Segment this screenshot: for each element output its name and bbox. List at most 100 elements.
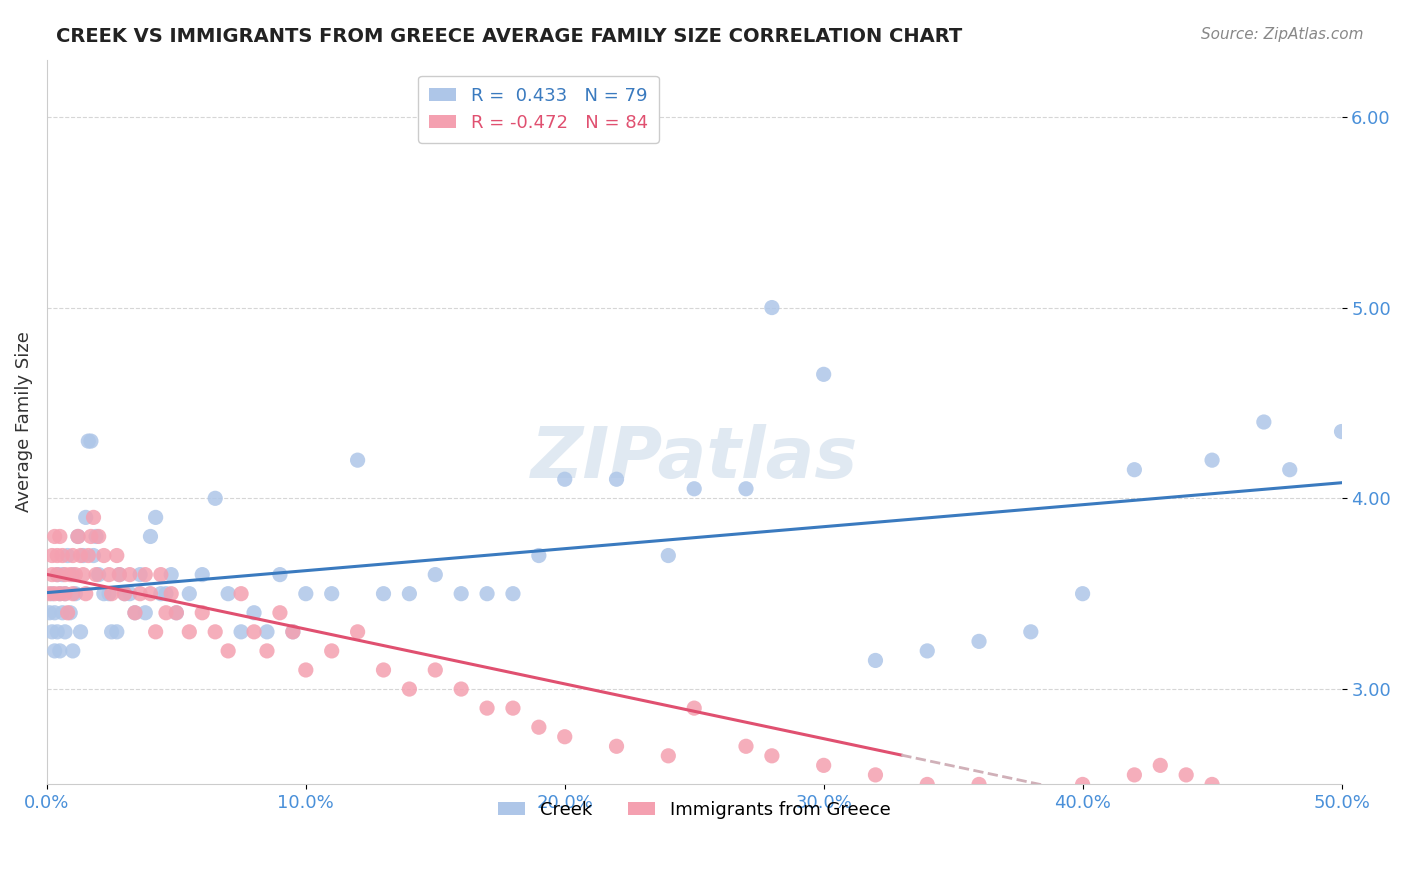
- Point: [683, 701, 706, 715]
- Point: [49, 529, 72, 543]
- Point: [66, 529, 89, 543]
- Point: [41, 624, 63, 639]
- Point: [93, 549, 115, 563]
- Point: [256, 624, 278, 639]
- Point: [51, 606, 73, 620]
- Point: [450, 681, 472, 696]
- Point: [1226, 787, 1249, 801]
- Point: [735, 482, 758, 496]
- Point: [346, 453, 368, 467]
- Point: [165, 606, 187, 620]
- Point: [554, 472, 576, 486]
- Point: [450, 587, 472, 601]
- Point: [84, 529, 107, 543]
- Point: [269, 567, 291, 582]
- Point: [1149, 758, 1171, 772]
- Point: [145, 624, 167, 639]
- Point: [108, 567, 131, 582]
- Point: [295, 587, 318, 601]
- Point: [53, 567, 76, 582]
- Point: [44, 587, 66, 601]
- Point: [1071, 777, 1094, 791]
- Point: [605, 472, 627, 486]
- Point: [134, 567, 156, 582]
- Point: [62, 644, 84, 658]
- Point: [62, 587, 84, 601]
- Point: [865, 653, 887, 667]
- Point: [1382, 854, 1405, 868]
- Point: [229, 624, 252, 639]
- Point: [321, 644, 343, 658]
- Text: Source: ZipAtlas.com: Source: ZipAtlas.com: [1201, 27, 1364, 42]
- Point: [46, 567, 69, 582]
- Point: [761, 748, 783, 763]
- Point: [100, 587, 122, 601]
- Point: [1253, 797, 1275, 811]
- Legend: Creek, Immigrants from Greece: Creek, Immigrants from Greece: [491, 794, 897, 826]
- Point: [243, 624, 266, 639]
- Point: [66, 529, 89, 543]
- Point: [56, 606, 79, 620]
- Point: [915, 644, 938, 658]
- Point: [139, 529, 162, 543]
- Point: [77, 549, 100, 563]
- Point: [49, 644, 72, 658]
- Point: [191, 606, 214, 620]
- Point: [65, 567, 87, 582]
- Point: [38, 587, 60, 601]
- Point: [72, 567, 94, 582]
- Text: ZIPatlas: ZIPatlas: [530, 424, 858, 492]
- Point: [53, 587, 76, 601]
- Point: [554, 730, 576, 744]
- Point: [813, 758, 835, 772]
- Point: [1019, 624, 1042, 639]
- Point: [149, 567, 172, 582]
- Point: [1071, 587, 1094, 601]
- Point: [155, 587, 177, 601]
- Point: [41, 587, 63, 601]
- Point: [75, 587, 97, 601]
- Point: [69, 624, 91, 639]
- Point: [82, 549, 104, 563]
- Point: [229, 587, 252, 601]
- Point: [118, 567, 141, 582]
- Point: [46, 549, 69, 563]
- Point: [527, 720, 550, 734]
- Point: [77, 434, 100, 448]
- Point: [87, 529, 110, 543]
- Point: [1201, 777, 1223, 791]
- Point: [139, 587, 162, 601]
- Point: [683, 482, 706, 496]
- Point: [44, 606, 66, 620]
- Point: [53, 624, 76, 639]
- Point: [502, 701, 524, 715]
- Point: [84, 567, 107, 582]
- Point: [98, 567, 121, 582]
- Point: [62, 549, 84, 563]
- Point: [295, 663, 318, 677]
- Point: [1123, 463, 1146, 477]
- Point: [179, 624, 201, 639]
- Point: [425, 663, 447, 677]
- Point: [149, 587, 172, 601]
- Point: [93, 587, 115, 601]
- Point: [51, 549, 73, 563]
- Point: [605, 739, 627, 754]
- Point: [813, 368, 835, 382]
- Point: [191, 567, 214, 582]
- Y-axis label: Average Family Size: Average Family Size: [15, 332, 32, 512]
- Point: [82, 510, 104, 524]
- Point: [44, 644, 66, 658]
- Point: [475, 701, 498, 715]
- Point: [527, 549, 550, 563]
- Point: [155, 606, 177, 620]
- Point: [100, 624, 122, 639]
- Point: [243, 606, 266, 620]
- Point: [129, 587, 152, 601]
- Point: [179, 587, 201, 601]
- Point: [657, 748, 679, 763]
- Point: [160, 587, 183, 601]
- Point: [108, 567, 131, 582]
- Point: [46, 624, 69, 639]
- Point: [165, 606, 187, 620]
